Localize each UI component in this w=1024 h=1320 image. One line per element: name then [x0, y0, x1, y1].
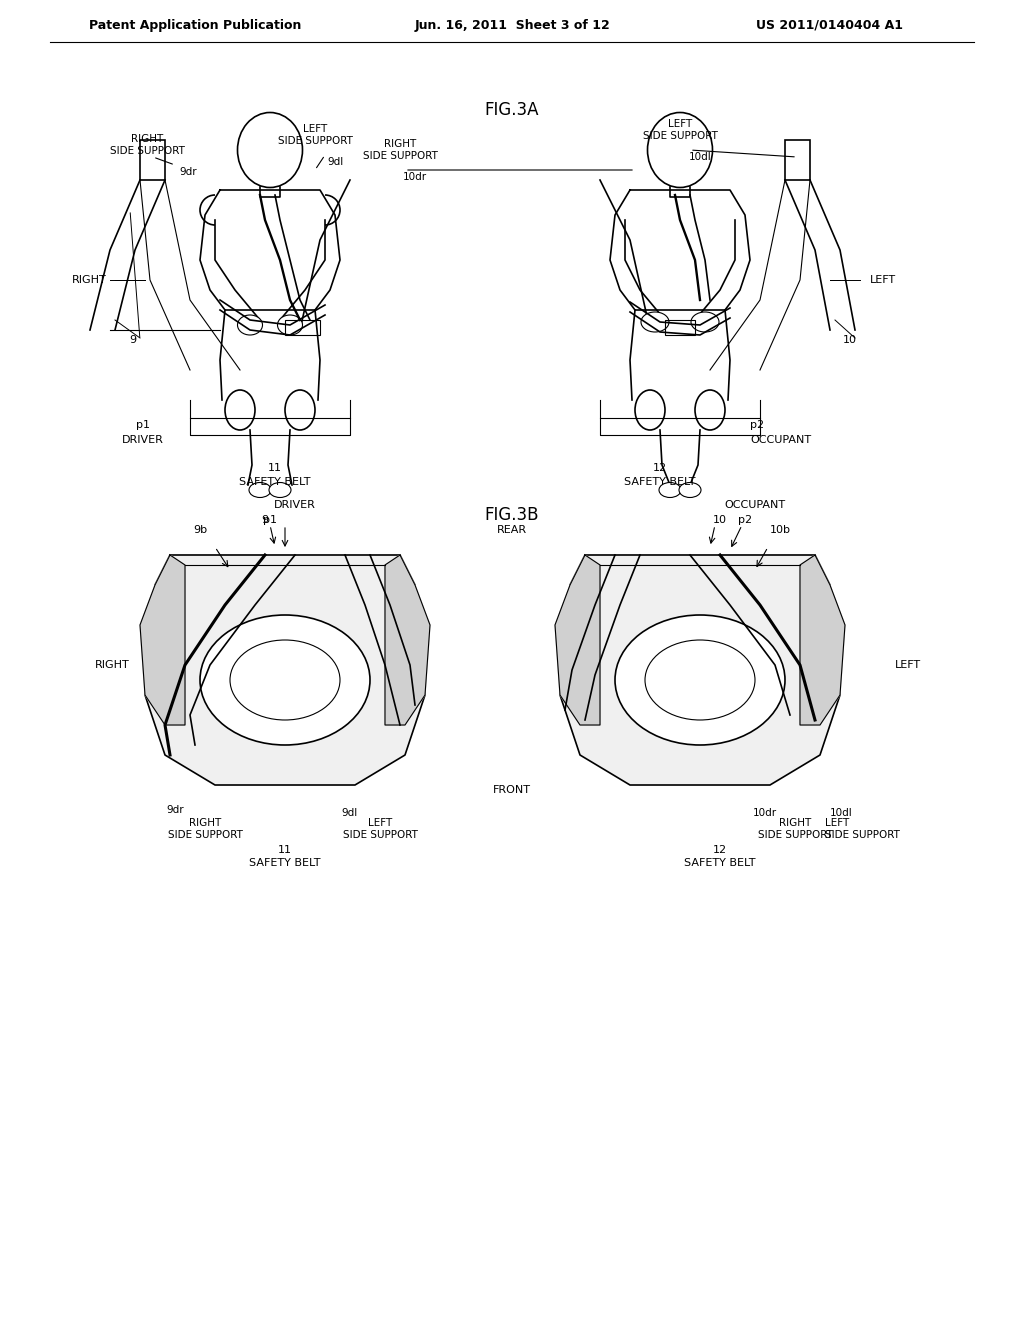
Polygon shape [385, 554, 430, 725]
Text: RIGHT
SIDE SUPPORT: RIGHT SIDE SUPPORT [362, 139, 437, 161]
Text: 10dl: 10dl [688, 152, 712, 162]
Text: p1: p1 [263, 515, 278, 525]
Ellipse shape [679, 483, 701, 498]
Bar [665, 319, 695, 335]
Text: LEFT
SIDE SUPPORT: LEFT SIDE SUPPORT [278, 124, 352, 145]
Ellipse shape [230, 640, 340, 719]
Text: 10dr: 10dr [402, 172, 427, 182]
Text: 9dl: 9dl [342, 808, 358, 818]
Ellipse shape [269, 483, 291, 498]
Ellipse shape [225, 389, 255, 430]
Text: 9: 9 [129, 335, 136, 345]
Text: LEFT: LEFT [870, 275, 896, 285]
Text: p2: p2 [738, 515, 752, 525]
Text: US 2011/0140404 A1: US 2011/0140404 A1 [757, 18, 903, 32]
Text: FRONT: FRONT [493, 785, 531, 795]
Polygon shape [555, 554, 600, 725]
Text: 9b: 9b [193, 525, 207, 535]
Text: REAR: REAR [497, 525, 527, 535]
Text: 9dr: 9dr [179, 168, 197, 177]
Text: SAFETY BELT: SAFETY BELT [249, 858, 321, 869]
Text: SAFETY BELT: SAFETY BELT [684, 858, 756, 869]
Text: SIDE SUPPORT: SIDE SUPPORT [758, 830, 833, 840]
Ellipse shape [238, 315, 262, 335]
Text: DRIVER: DRIVER [122, 436, 164, 445]
Ellipse shape [645, 640, 755, 719]
Text: SIDE SUPPORT: SIDE SUPPORT [825, 830, 900, 840]
Text: RIGHT: RIGHT [73, 275, 106, 285]
Text: LEFT: LEFT [825, 818, 849, 828]
Text: LEFT: LEFT [368, 818, 392, 828]
Text: 12: 12 [713, 845, 727, 855]
Text: RIGHT: RIGHT [779, 818, 811, 828]
Ellipse shape [615, 615, 785, 744]
Text: 11: 11 [268, 463, 282, 473]
Polygon shape [140, 554, 185, 725]
Text: OCCUPANT: OCCUPANT [724, 500, 785, 510]
Text: SAFETY BELT: SAFETY BELT [625, 477, 695, 487]
Ellipse shape [200, 615, 370, 744]
Text: 10: 10 [713, 515, 727, 525]
Polygon shape [560, 554, 840, 785]
Bar [140, 140, 165, 180]
Text: LEFT: LEFT [895, 660, 921, 671]
Text: SIDE SUPPORT: SIDE SUPPORT [343, 830, 418, 840]
Text: 10dl: 10dl [830, 808, 853, 818]
Bar [285, 319, 319, 335]
Text: 10: 10 [843, 335, 857, 345]
Ellipse shape [659, 483, 681, 498]
Text: 9dl: 9dl [327, 157, 343, 168]
Text: 9: 9 [261, 515, 268, 525]
Ellipse shape [249, 483, 271, 498]
Ellipse shape [695, 389, 725, 430]
Text: 12: 12 [653, 463, 667, 473]
Text: 9dr: 9dr [166, 805, 184, 814]
Text: 10b: 10b [769, 525, 791, 535]
Ellipse shape [691, 312, 719, 333]
Ellipse shape [635, 389, 665, 430]
Text: p1: p1 [136, 420, 150, 430]
Text: LEFT
SIDE SUPPORT: LEFT SIDE SUPPORT [643, 119, 718, 141]
Text: SIDE SUPPORT: SIDE SUPPORT [168, 830, 243, 840]
Ellipse shape [285, 389, 315, 430]
Text: FIG.3A: FIG.3A [484, 102, 540, 119]
Polygon shape [800, 554, 845, 725]
Text: RIGHT
SIDE SUPPORT: RIGHT SIDE SUPPORT [110, 135, 184, 156]
Ellipse shape [238, 112, 302, 187]
Text: OCCUPANT: OCCUPANT [750, 436, 811, 445]
Text: RIGHT: RIGHT [188, 818, 221, 828]
Text: 11: 11 [278, 845, 292, 855]
Text: Patent Application Publication: Patent Application Publication [89, 18, 301, 32]
Text: 10dr: 10dr [753, 808, 777, 818]
Text: p2: p2 [750, 420, 764, 430]
Ellipse shape [641, 312, 669, 333]
Bar [785, 140, 810, 180]
Ellipse shape [278, 315, 302, 335]
Polygon shape [145, 554, 425, 785]
Text: SAFETY BELT: SAFETY BELT [240, 477, 310, 487]
Polygon shape [610, 190, 750, 310]
Text: DRIVER: DRIVER [274, 500, 316, 510]
Polygon shape [200, 190, 340, 310]
Ellipse shape [647, 112, 713, 187]
Text: RIGHT: RIGHT [94, 660, 129, 671]
Text: FIG.3B: FIG.3B [484, 506, 540, 524]
Text: Jun. 16, 2011  Sheet 3 of 12: Jun. 16, 2011 Sheet 3 of 12 [414, 18, 610, 32]
